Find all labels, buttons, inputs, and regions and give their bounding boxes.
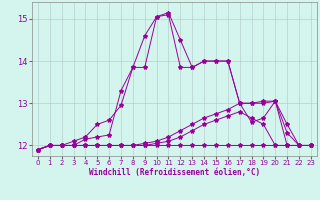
X-axis label: Windchill (Refroidissement éolien,°C): Windchill (Refroidissement éolien,°C) (89, 168, 260, 177)
